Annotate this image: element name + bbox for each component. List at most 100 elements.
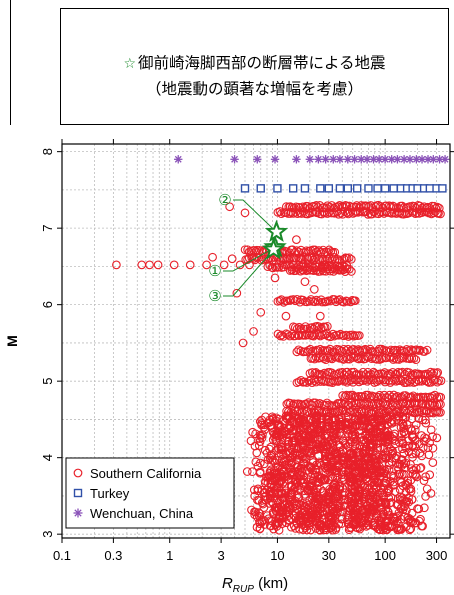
southern-california-point xyxy=(350,296,360,306)
southern-california-point xyxy=(294,322,304,332)
highlight-star xyxy=(261,237,286,260)
southern-california-point xyxy=(339,355,348,364)
southern-california-point xyxy=(298,520,307,530)
star-marker-icon: ☆ xyxy=(123,56,136,72)
southern-california-point xyxy=(402,419,412,429)
southern-california-point xyxy=(247,505,256,515)
southern-california-point xyxy=(395,495,405,505)
southern-california-point xyxy=(386,498,396,507)
southern-california-point xyxy=(292,347,302,357)
southern-california-point xyxy=(407,430,417,440)
x-tick-label: 1 xyxy=(166,548,173,563)
southern-california-point xyxy=(381,506,391,515)
southern-california-point xyxy=(319,473,329,483)
southern-california-point xyxy=(169,260,179,270)
southern-california-point xyxy=(327,460,336,470)
turkey-point xyxy=(256,184,265,193)
southern-california-point xyxy=(287,426,297,436)
southern-california-point xyxy=(378,353,387,362)
southern-california-point xyxy=(376,422,386,432)
southern-california-point xyxy=(378,451,388,461)
southern-california-point xyxy=(310,354,319,364)
southern-california-point xyxy=(314,425,323,435)
southern-california-point xyxy=(429,201,439,211)
southern-california-point xyxy=(361,430,370,439)
wenchuan-point xyxy=(369,155,378,164)
southern-california-point xyxy=(348,407,358,417)
southern-california-point xyxy=(394,376,403,386)
southern-california-point xyxy=(374,344,384,354)
southern-california-point xyxy=(378,488,387,497)
southern-california-point xyxy=(330,448,339,458)
southern-california-point xyxy=(272,428,282,438)
southern-california-point xyxy=(265,489,275,499)
southern-california-point xyxy=(312,295,321,305)
legend-marker-square xyxy=(73,488,83,498)
southern-california-point xyxy=(225,202,234,212)
southern-california-point xyxy=(326,332,335,342)
southern-california-point xyxy=(349,518,359,528)
southern-california-point xyxy=(310,376,320,385)
wenchuan-point xyxy=(230,155,239,164)
title-box: ☆ 御前崎海脚西部の断層帯による地震 （地震動の顕著な増幅を考慮） xyxy=(60,8,449,125)
southern-california-point xyxy=(346,297,355,307)
southern-california-point xyxy=(386,522,396,532)
southern-california-point xyxy=(334,503,343,513)
southern-california-point xyxy=(398,367,407,377)
southern-california-point xyxy=(330,255,340,264)
southern-california-point xyxy=(408,442,417,451)
southern-california-point xyxy=(428,443,438,453)
southern-california-point xyxy=(343,472,353,482)
southern-california-point xyxy=(373,443,383,453)
southern-california-point xyxy=(347,422,357,432)
southern-california-point xyxy=(363,516,373,526)
x-tick-label: 100 xyxy=(374,548,396,563)
highlight-label: ① xyxy=(208,262,221,280)
southern-california-point xyxy=(389,477,398,487)
southern-california-point xyxy=(305,408,314,418)
southern-california-point xyxy=(300,277,310,287)
turkey-point xyxy=(438,184,447,193)
southern-california-point xyxy=(385,431,395,441)
y-tick-label: 7 xyxy=(40,225,55,232)
leader-line xyxy=(223,249,274,297)
southern-california-point xyxy=(354,331,364,340)
southern-california-point xyxy=(397,429,406,439)
southern-california-point xyxy=(253,495,262,505)
southern-california-point xyxy=(389,417,399,427)
y-tick-label: 4 xyxy=(40,454,55,461)
southern-california-point xyxy=(370,455,379,464)
southern-california-point xyxy=(341,440,351,450)
southern-california-point xyxy=(334,421,344,431)
southern-california-point xyxy=(339,265,348,275)
wenchuan-point xyxy=(314,155,323,164)
southern-california-point xyxy=(393,511,402,521)
southern-california-point xyxy=(343,519,353,529)
turkey-point xyxy=(343,184,352,193)
southern-california-point xyxy=(293,493,303,503)
southern-california-point xyxy=(320,438,329,448)
southern-california-point xyxy=(346,254,356,264)
southern-california-point xyxy=(112,260,121,270)
wenchuan-point xyxy=(270,155,280,164)
southern-california-point xyxy=(276,495,286,504)
southern-california-point xyxy=(266,480,276,490)
southern-california-point xyxy=(358,421,368,431)
southern-california-point xyxy=(242,467,252,476)
southern-california-point xyxy=(361,521,371,531)
southern-california-point xyxy=(367,209,377,219)
southern-california-point xyxy=(294,264,303,274)
southern-california-point xyxy=(363,390,373,400)
southern-california-point xyxy=(299,418,308,428)
southern-california-point xyxy=(255,467,265,477)
southern-california-point xyxy=(345,439,355,449)
southern-california-point xyxy=(354,493,364,502)
southern-california-point xyxy=(370,470,380,480)
southern-california-point xyxy=(338,483,348,493)
southern-california-point xyxy=(281,311,291,321)
plot-frame xyxy=(61,143,451,539)
southern-california-point xyxy=(341,423,350,433)
southern-california-point xyxy=(432,433,442,443)
southern-california-point xyxy=(338,453,348,463)
southern-california-point xyxy=(292,294,302,304)
